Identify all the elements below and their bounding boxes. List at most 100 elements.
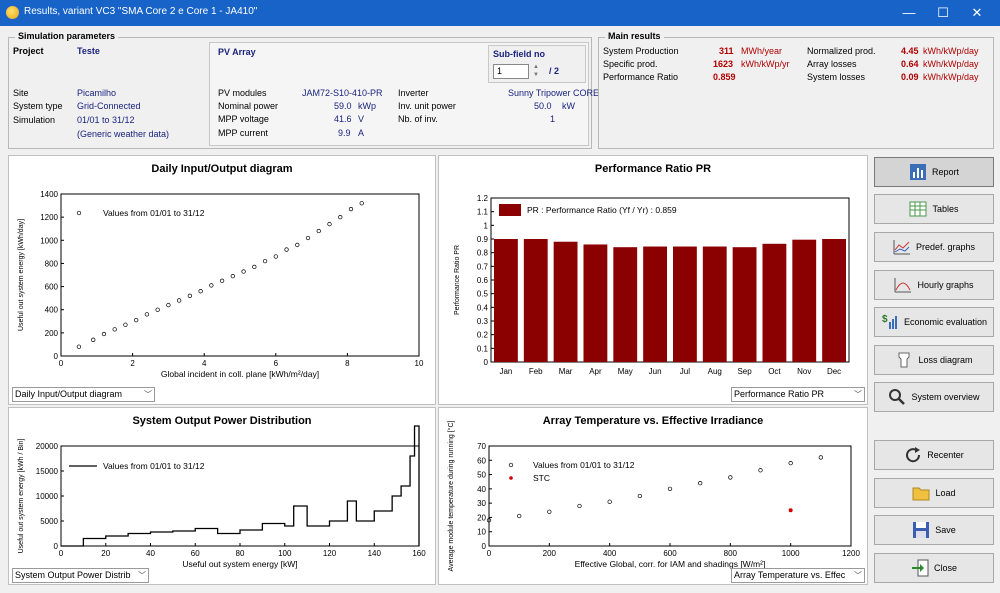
tables-button[interactable]: Tables xyxy=(874,194,994,224)
performance-ratio-label: Performance Ratio xyxy=(603,72,679,82)
plot-frame xyxy=(488,445,852,547)
predef-graphs-button[interactable]: Predef. graphs xyxy=(874,232,994,262)
recenter-button[interactable]: Recenter xyxy=(874,440,994,470)
subfield-spinner-input[interactable]: 1 xyxy=(493,64,529,79)
array-temperature-chart: 0 200 400 600 800 1000 1200 0 10 20 30 40 50 60 70 Effe… xyxy=(447,420,860,571)
hourly-graphs-button[interactable]: Hourly graphs xyxy=(874,270,994,300)
x-tick-label: 10 xyxy=(415,359,424,368)
x-tick-label: 0 xyxy=(487,549,492,558)
y-tick-label: 0.1 xyxy=(477,344,489,353)
app-sun-icon xyxy=(6,6,19,19)
nb-inv-value: 1 xyxy=(550,114,556,124)
pv-array-title: PV Array xyxy=(218,47,256,57)
loss-diagram-button-label: Loss diagram xyxy=(918,355,973,365)
chart1-selector-dropdown[interactable]: Daily Input/Output diagram ﹀ xyxy=(12,387,155,402)
data-point xyxy=(316,228,321,234)
x-tick-label: 600 xyxy=(663,549,677,558)
window-title: Results, variant VC3 "SMA Core 2 e Core … xyxy=(24,6,258,17)
y-tick-label: 0.3 xyxy=(477,317,489,326)
data-point xyxy=(728,475,733,480)
data-point xyxy=(698,480,703,486)
y-axis-label: Performance Ratio PR xyxy=(454,245,461,315)
maximize-button[interactable]: ☐ xyxy=(937,5,949,20)
economic-evaluation-button-label: Economic evaluation xyxy=(903,317,988,327)
economic-evaluation-button[interactable]: $ Economic evaluation xyxy=(874,307,994,337)
plot-frame xyxy=(60,193,420,357)
subfield-panel: Sub-field no 1 ▲ ▼ / 2 xyxy=(488,45,586,83)
report-button[interactable]: Report xyxy=(874,157,994,187)
recenter-button-label: Recenter xyxy=(927,450,964,460)
save-button[interactable]: Save xyxy=(874,515,994,545)
y-tick-label: 1200 xyxy=(40,213,58,222)
close-button[interactable]: Close xyxy=(874,553,994,583)
y-tick-label: 0.4 xyxy=(477,303,489,312)
load-button[interactable]: Load xyxy=(874,478,994,508)
y-tick-label: 600 xyxy=(45,283,59,292)
mpp-current-label: MPP current xyxy=(218,128,268,138)
data-point xyxy=(91,337,96,342)
month-label: Aug xyxy=(708,367,722,376)
data-point xyxy=(209,283,214,288)
y-tick-label: 200 xyxy=(45,329,59,338)
y-tick-label: 60 xyxy=(477,456,486,465)
data-point xyxy=(166,302,171,308)
y-tick-label: 20 xyxy=(477,513,486,522)
y-tick-label: 0 xyxy=(54,542,59,551)
simulation-period-value: 01/01 to 31/12 xyxy=(77,115,135,125)
array-losses-unit: kWh/kWp/day xyxy=(923,59,979,69)
loss-diagram-button[interactable]: Loss diagram xyxy=(874,345,994,375)
pv-array-panel: PV Array PV modules JAM72-S10-410-PR Nom… xyxy=(209,42,604,146)
predef-graphs-button-label: Predef. graphs xyxy=(915,242,976,252)
data-point xyxy=(607,499,612,504)
y-tick-label: 0.2 xyxy=(477,331,489,340)
data-point xyxy=(76,344,82,349)
x-tick-label: 20 xyxy=(101,549,110,558)
output-power-title: System Output Power Distribution xyxy=(132,415,312,427)
normalized-prod-unit: kWh/kWp/day xyxy=(923,46,979,56)
chart2-selector-dropdown[interactable]: Performance Ratio PR ﹀ xyxy=(731,387,865,402)
y-tick-label: 1 xyxy=(484,221,489,230)
x-tick-label: 0 xyxy=(59,549,64,558)
array-temperature-title: Array Temperature vs. Effective Irradian… xyxy=(542,415,764,427)
array-losses-label: Array losses xyxy=(807,59,857,69)
y-tick-label: 10000 xyxy=(36,492,59,501)
pv-modules-value: JAM72-S10-410-PR xyxy=(302,88,383,98)
chart3-selector-dropdown[interactable]: System Output Power Distrib ﹀ xyxy=(12,568,149,583)
plot-frame xyxy=(490,197,850,363)
month-label: Oct xyxy=(768,367,781,376)
legend-stc-marker xyxy=(509,476,513,480)
y-tick-label: 0 xyxy=(54,352,59,361)
data-point xyxy=(123,322,128,327)
array-temperature-panel: Array Temperature vs. Effective Irradian… xyxy=(438,407,868,585)
performance-ratio-title: Performance Ratio PR xyxy=(594,163,712,175)
pr-bar xyxy=(792,239,817,362)
economic-icon: $ xyxy=(881,313,899,331)
month-label: Nov xyxy=(797,367,811,376)
system-production-unit: MWh/year xyxy=(741,46,783,56)
y-tick-label: 1000 xyxy=(40,236,58,245)
y-tick-label: 70 xyxy=(477,442,486,451)
simulation-label: Simulation xyxy=(13,115,56,125)
subfield-spinner-arrows[interactable]: ▲ ▼ xyxy=(533,64,539,78)
x-tick-label: 200 xyxy=(543,549,557,558)
normalized-prod-label: Normalized prod. xyxy=(807,46,876,56)
data-point xyxy=(758,468,763,473)
x-axis-label: Effective Global, corr. for IAM and shad… xyxy=(575,559,766,569)
close-window-button[interactable]: ✕ xyxy=(971,5,983,20)
pr-bar xyxy=(583,244,608,362)
month-label: Dec xyxy=(827,367,841,376)
data-point xyxy=(262,258,268,264)
scatter-points xyxy=(76,201,364,349)
folder-icon xyxy=(912,484,930,502)
data-point xyxy=(273,254,278,259)
y-tick-label: 0.7 xyxy=(477,262,489,271)
project-value: Teste xyxy=(77,46,100,56)
tables-icon xyxy=(909,200,927,218)
system-overview-button[interactable]: System overview xyxy=(874,382,994,412)
main-results-group: Main results System Production 311 MWh/y… xyxy=(598,31,994,149)
normalized-prod-value: 4.45 xyxy=(901,46,919,56)
pv-modules-label: PV modules xyxy=(218,88,267,98)
x-tick-label: 60 xyxy=(191,549,200,558)
minimize-button[interactable]: — xyxy=(902,5,916,20)
chart4-selector-dropdown[interactable]: Array Temperature vs. Effec ﹀ xyxy=(731,568,865,583)
